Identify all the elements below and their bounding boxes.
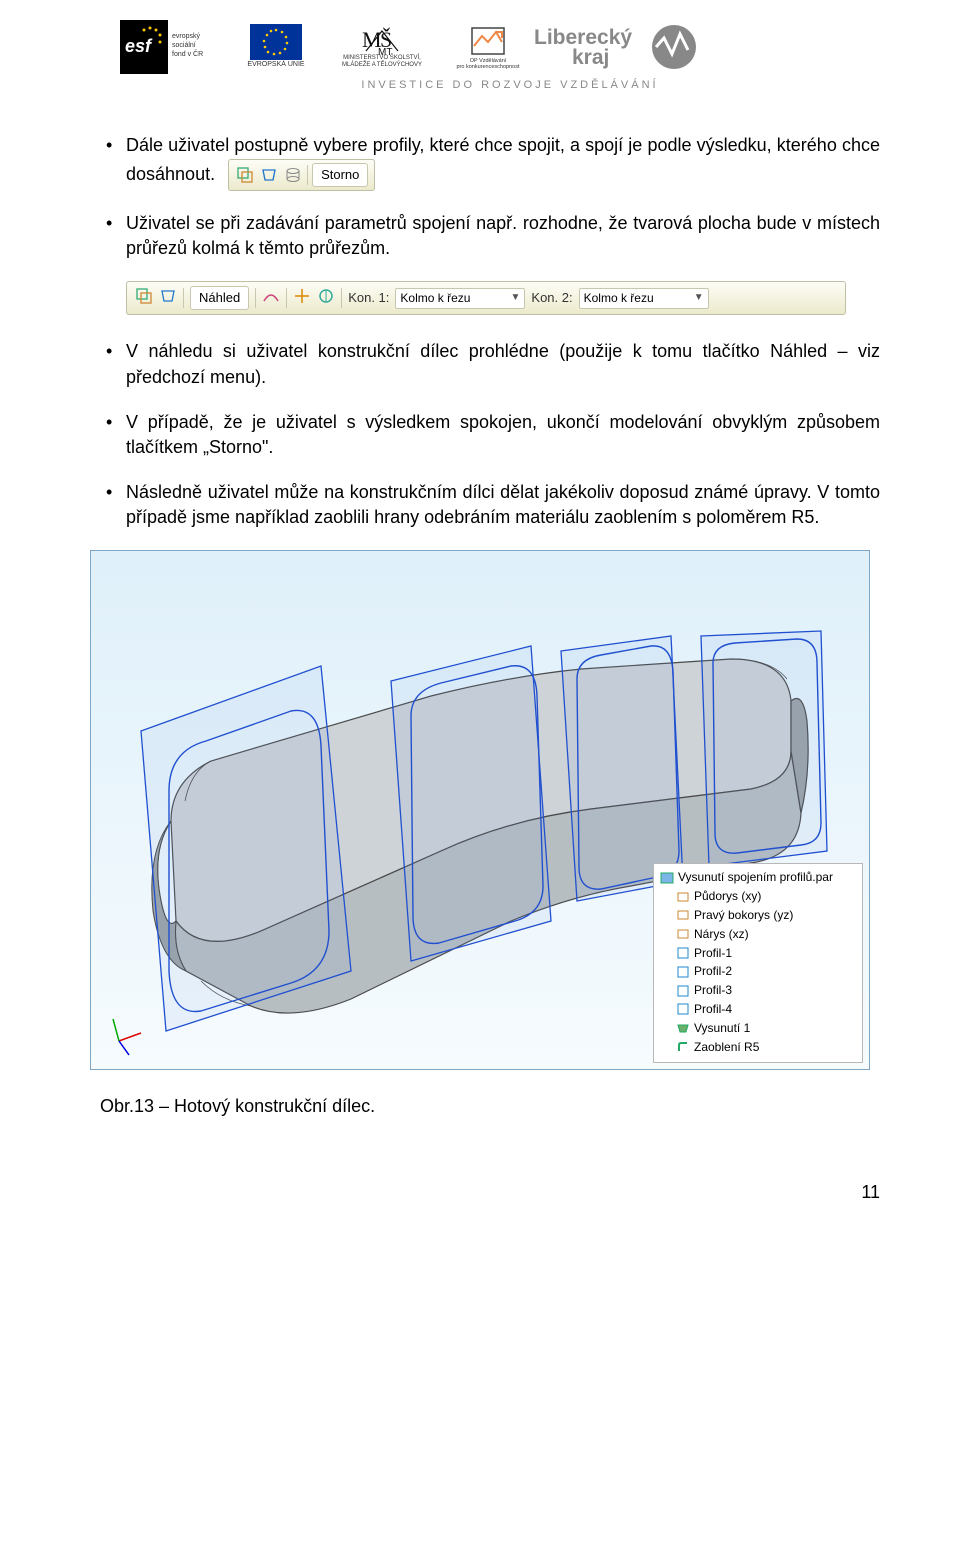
feature-tree-item[interactable]: Půdorys (xy) [658,887,858,906]
feature-tree-item[interactable]: Vysunutí 1 [658,1019,858,1038]
bullet-5: Následně uživatel může na konstrukčním d… [100,480,880,530]
svg-text:kraj: kraj [572,46,609,69]
feature-tree-item-label: Vysunutí 1 [694,1020,750,1037]
figure-caption: Obr.13 – Hotový konstrukční dílec. [100,1094,880,1119]
nahled-button[interactable]: Náhled [190,286,249,310]
feature-tree[interactable]: Vysunutí spojením profilů.par Půdorys (x… [653,863,863,1063]
kon2-label: Kon. 2: [531,289,572,307]
feature-tree-root[interactable]: Vysunutí spojením profilů.par [658,868,858,887]
toolbar-wide: Náhled Kon. 1: Kolmo k řezu ▼ Kon. 2: Ko… [126,281,846,315]
kon2-combo[interactable]: Kolmo k řezu ▼ [579,288,709,309]
plane-icon [676,927,690,941]
fillet-icon [676,1040,690,1054]
plane-icon [676,890,690,904]
page-number: 11 [100,1180,880,1205]
loft-feature-icon [676,1021,690,1035]
feature-tree-item-label: Profil-2 [694,963,732,980]
svg-text:sociální: sociální [172,42,196,49]
join-profiles-icon[interactable] [259,165,279,185]
bullet-2-text: Uživatel se při zadávání parametrů spoje… [126,213,880,258]
plane-icon [676,908,690,922]
tangent-icon-2[interactable] [293,287,311,310]
feature-tree-item[interactable]: Pravý bokorys (yz) [658,906,858,925]
kon2-value: Kolmo k řezu [584,290,654,307]
feature-tree-item-label: Profil-4 [694,1001,732,1018]
feature-tree-item[interactable]: Profil-4 [658,1000,858,1019]
toolbar-divider [286,288,287,308]
sketch-icon [676,984,690,998]
bullet-list: Dále uživatel postupně vybere profily, k… [100,133,880,261]
chevron-down-icon: ▼ [511,291,521,305]
storno-button[interactable]: Storno [312,163,368,187]
feature-tree-item-label: Půdorys (xy) [694,888,761,905]
bullet-2: Uživatel se při zadávání parametrů spoje… [100,211,880,261]
feature-tree-root-label: Vysunutí spojením profilů.par [678,869,833,886]
svg-text:esf: esf [125,36,153,56]
toolbar-divider [255,288,256,308]
feature-tree-item[interactable]: Profil-2 [658,962,858,981]
feature-tree-item[interactable]: Profil-1 [658,944,858,963]
svg-text:evropský: evropský [172,33,201,40]
kon1-label: Kon. 1: [348,289,389,307]
bullet-5-text: Následně uživatel může na konstrukčním d… [126,482,880,527]
header-logo-strip: esf evropský sociální fond v ČR EVROPSKÁ… [120,20,880,74]
bullet-4: V případě, že je uživatel s výsledkem sp… [100,410,880,460]
feature-tree-item[interactable]: Profil-3 [658,981,858,1000]
tangent-icon-1[interactable] [262,287,280,310]
logo-liberecky-kraj: Liberecký kraj [534,20,704,74]
feature-tree-item-label: Nárys (xz) [694,926,749,943]
sketch-icon [676,1002,690,1016]
feature-tree-item-label: Profil-1 [694,945,732,962]
chevron-down-icon: ▼ [694,291,704,305]
cad-viewport[interactable]: Vysunutí spojením profilů.par Půdorys (x… [90,550,870,1070]
join-icon-2[interactable] [159,287,177,310]
logo-opvk: OP Vzdělávánípro konkurenceschopnost [448,20,528,74]
logo-eu: EVROPSKÁ UNIE [236,20,316,74]
kon1-combo[interactable]: Kolmo k řezu ▼ [395,288,525,309]
svg-text:fond v ČR: fond v ČR [172,49,203,58]
part-icon [660,871,674,885]
bullet-3-text: V náhledu si uživatel konstrukční dílec … [126,341,880,386]
feature-tree-item-label: Profil-3 [694,982,732,999]
profile-select-icon-2[interactable] [135,287,153,310]
sketch-icon [676,965,690,979]
kon1-value: Kolmo k řezu [400,290,470,307]
feature-tree-item-label: Pravý bokorys (yz) [694,907,793,924]
sketch-icon [676,946,690,960]
header-tagline: INVESTICE DO ROZVOJE VZDĚLÁVÁNÍ [140,78,880,93]
toolbar-small: Storno [228,159,375,191]
toolbar-divider [183,288,184,308]
toolbar-divider [341,288,342,308]
toolbar-divider [307,165,308,185]
feature-tree-item-label: Zaoblení R5 [694,1039,759,1056]
logo-esf: esf evropský sociální fond v ČR [120,20,230,74]
logo-msmt: M Š MT MINISTERSTVO ŠKOLSTVÍ,MLÁDEŽE A T… [322,20,442,74]
feature-tree-item[interactable]: Zaoblení R5 [658,1038,858,1057]
feature-tree-item[interactable]: Nárys (xz) [658,925,858,944]
bullet-list-2: V náhledu si uživatel konstrukční dílec … [100,339,880,530]
bullet-4-text: V případě, že je uživatel s výsledkem sp… [126,412,880,457]
tangent-icon-3[interactable] [317,287,335,310]
profile-select-icon[interactable] [235,165,255,185]
loft-icon[interactable] [283,165,303,185]
bullet-1: Dále uživatel postupně vybere profily, k… [100,133,880,190]
bullet-3: V náhledu si uživatel konstrukční dílec … [100,339,880,389]
